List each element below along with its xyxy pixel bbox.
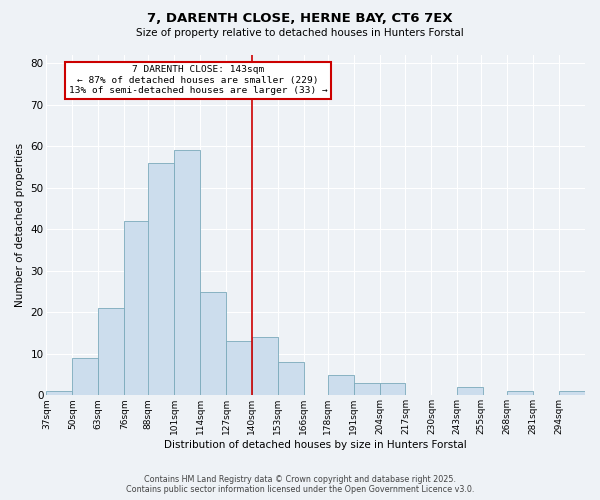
Bar [457, 387, 483, 396]
Bar [507, 391, 533, 396]
Bar [73, 358, 98, 396]
Bar [252, 337, 278, 396]
Bar [226, 342, 252, 396]
Text: 7, DARENTH CLOSE, HERNE BAY, CT6 7EX: 7, DARENTH CLOSE, HERNE BAY, CT6 7EX [147, 12, 453, 26]
Bar [278, 362, 304, 396]
Bar [200, 292, 226, 396]
Bar [353, 383, 380, 396]
Bar [380, 383, 406, 396]
Bar [148, 163, 174, 396]
Bar [46, 391, 73, 396]
Y-axis label: Number of detached properties: Number of detached properties [15, 143, 25, 307]
Text: 7 DARENTH CLOSE: 143sqm
← 87% of detached houses are smaller (229)
13% of semi-d: 7 DARENTH CLOSE: 143sqm ← 87% of detache… [68, 66, 328, 95]
Bar [124, 221, 150, 396]
Text: Contains HM Land Registry data © Crown copyright and database right 2025.
Contai: Contains HM Land Registry data © Crown c… [126, 474, 474, 494]
Text: Size of property relative to detached houses in Hunters Forstal: Size of property relative to detached ho… [136, 28, 464, 38]
X-axis label: Distribution of detached houses by size in Hunters Forstal: Distribution of detached houses by size … [164, 440, 467, 450]
Bar [559, 391, 585, 396]
Bar [98, 308, 124, 396]
Bar [174, 150, 200, 396]
Bar [328, 374, 353, 396]
